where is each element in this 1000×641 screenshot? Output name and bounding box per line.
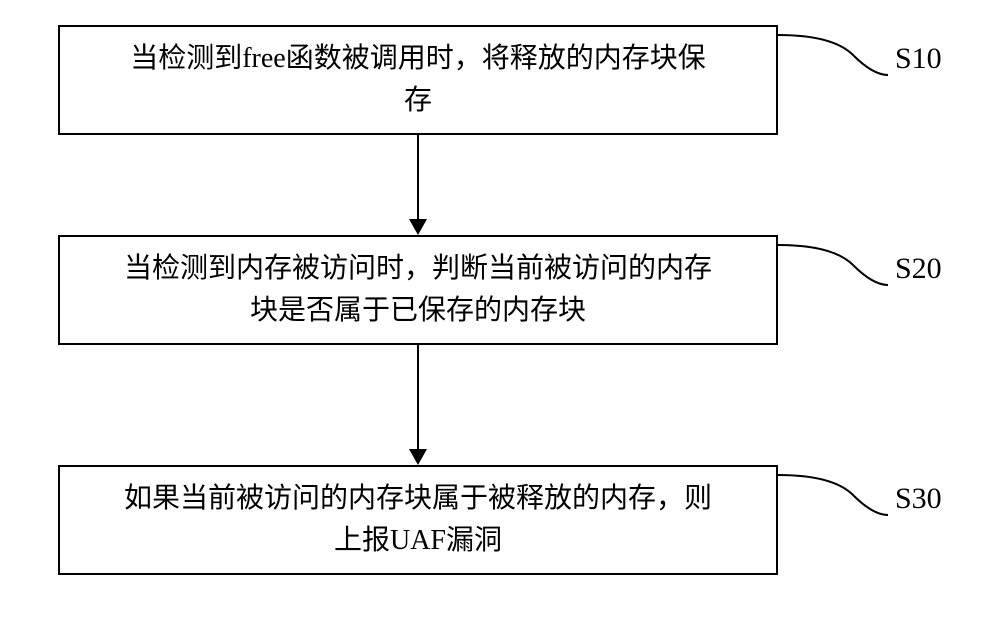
step-1-text: 当检测到free函数被调用时，将释放的内存块保存 — [130, 38, 706, 122]
flowchart-container: 当检测到free函数被调用时，将释放的内存块保存 S10 当检测到内存被访问时，… — [0, 0, 1000, 641]
step-3-text: 如果当前被访问的内存块属于被释放的内存，则上报UAF漏洞 — [124, 478, 712, 562]
flowchart-step-2: 当检测到内存被访问时，判断当前被访问的内存块是否属于已保存的内存块 — [58, 235, 778, 345]
arrow-2-to-3 — [409, 345, 427, 465]
arrow-1-to-2 — [409, 135, 427, 235]
connector-s20 — [778, 235, 888, 290]
label-s20: S20 — [895, 252, 942, 286]
label-s30: S30 — [895, 482, 942, 516]
label-s10: S10 — [895, 42, 942, 76]
flowchart-step-1: 当检测到free函数被调用时，将释放的内存块保存 — [58, 25, 778, 135]
step-2-text: 当检测到内存被访问时，判断当前被访问的内存块是否属于已保存的内存块 — [124, 248, 712, 332]
connector-s30 — [778, 465, 888, 520]
connector-s10 — [778, 25, 888, 80]
flowchart-step-3: 如果当前被访问的内存块属于被释放的内存，则上报UAF漏洞 — [58, 465, 778, 575]
